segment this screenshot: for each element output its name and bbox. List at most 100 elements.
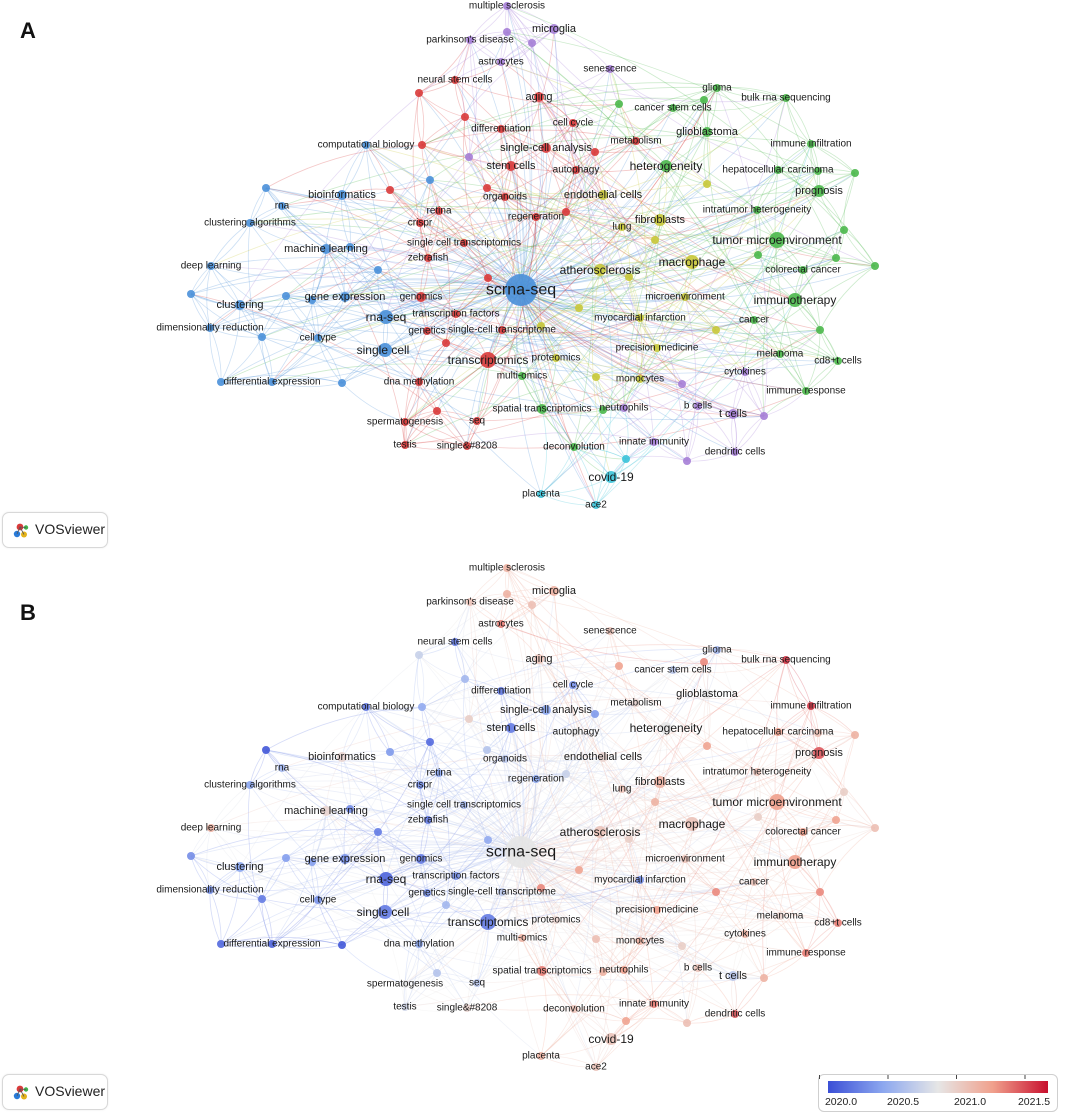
node-neural-stem-cells[interactable] <box>451 638 459 646</box>
node-unlabeled[interactable] <box>338 941 346 949</box>
node-cancer-stem-cells[interactable] <box>669 666 677 674</box>
node-rna[interactable] <box>278 764 286 772</box>
node-unlabeled[interactable] <box>187 290 195 298</box>
node-unlabeled[interactable] <box>308 858 316 866</box>
node-glioblastoma[interactable] <box>702 689 712 699</box>
node-unlabeled[interactable] <box>760 412 768 420</box>
node-unlabeled[interactable] <box>415 89 423 97</box>
node-unlabeled[interactable] <box>418 141 426 149</box>
node-unlabeled[interactable] <box>678 942 686 950</box>
node-unlabeled[interactable] <box>851 169 859 177</box>
node-unlabeled[interactable] <box>622 455 630 463</box>
node-unlabeled[interactable] <box>338 379 346 387</box>
node-transcription-factors[interactable] <box>452 872 460 880</box>
network-map-year-overlay[interactable]: scrna-seq single cell rna-seq gene expressi… <box>0 556 1065 1113</box>
node-endothelial-cells[interactable] <box>598 190 608 200</box>
node-cancer[interactable] <box>750 316 758 324</box>
node-atherosclerosis[interactable] <box>594 264 606 276</box>
node-neutrophils[interactable] <box>620 404 628 412</box>
node-clustering-algorithms[interactable] <box>246 781 254 789</box>
node-unlabeled[interactable] <box>262 746 270 754</box>
node-differential-expression[interactable] <box>268 378 276 386</box>
node-transcriptomics[interactable] <box>480 352 496 368</box>
node-cancer-stem-cells[interactable] <box>669 104 677 112</box>
node-seq[interactable] <box>473 979 481 987</box>
network-map-clusters[interactable]: scrna-seq single cell rna-seq gene expressi… <box>0 0 1065 556</box>
node-unlabeled[interactable] <box>678 380 686 388</box>
node-bulk-rna-sequencing[interactable] <box>782 94 790 102</box>
node-retina[interactable] <box>435 769 443 777</box>
node-t-cells[interactable] <box>728 971 738 981</box>
node-organoids[interactable] <box>501 193 509 201</box>
node-unlabeled[interactable] <box>262 184 270 192</box>
node-b-cells[interactable] <box>694 402 702 410</box>
node-differentiation[interactable] <box>497 687 505 695</box>
node-unlabeled[interactable] <box>308 296 316 304</box>
node-autophagy[interactable] <box>572 166 580 174</box>
node-spatial-transcriptomics[interactable] <box>537 404 547 414</box>
node-myocardial-infarction[interactable] <box>636 314 644 322</box>
node-senescence[interactable] <box>606 65 614 73</box>
node-unlabeled[interactable] <box>528 39 536 47</box>
node-unlabeled[interactable] <box>615 100 623 108</box>
node-single-cell-analysis[interactable] <box>541 705 551 715</box>
node-unlabeled[interactable] <box>754 813 762 821</box>
node-unlabeled[interactable] <box>258 333 266 341</box>
node-zebrafish[interactable] <box>424 816 432 824</box>
node-atherosclerosis[interactable] <box>594 826 606 838</box>
node-cd8-t-cells[interactable] <box>834 357 842 365</box>
node-proteomics[interactable] <box>552 354 560 362</box>
node-gene-expression[interactable] <box>340 854 350 864</box>
node-single-cell[interactable] <box>378 905 392 919</box>
node-cd8-t-cells[interactable] <box>834 919 842 927</box>
node-intratumor-heterogeneity[interactable] <box>753 768 761 776</box>
node-multiple-sclerosis[interactable] <box>503 564 511 572</box>
node-ace2[interactable] <box>592 1063 600 1071</box>
node-cytokines[interactable] <box>741 368 749 376</box>
node-colorectal-cancer[interactable] <box>799 828 807 836</box>
node-unlabeled[interactable] <box>700 96 708 104</box>
node-autophagy[interactable] <box>572 728 580 736</box>
node-unlabeled[interactable] <box>562 770 570 778</box>
node-machine-learning[interactable] <box>321 806 331 816</box>
node-unlabeled[interactable] <box>346 805 354 813</box>
node-unlabeled[interactable] <box>433 969 441 977</box>
node-immune-response[interactable] <box>802 387 810 395</box>
node-rna[interactable] <box>278 202 286 210</box>
node-single-cell-transcriptome[interactable] <box>498 326 506 334</box>
node-unlabeled[interactable] <box>592 373 600 381</box>
node-melanoma[interactable] <box>776 350 784 358</box>
node-regeneration[interactable] <box>532 775 540 783</box>
node-myocardial-infarction[interactable] <box>636 876 644 884</box>
node-immune-infiltration[interactable] <box>807 140 815 148</box>
node-bioinformatics[interactable] <box>337 190 347 200</box>
node-cell-type[interactable] <box>314 896 322 904</box>
node-precision-medicine[interactable] <box>653 906 661 914</box>
node-cancer[interactable] <box>750 878 758 886</box>
node-glioma[interactable] <box>713 646 721 654</box>
node-gene-expression[interactable] <box>340 292 350 302</box>
node-cell-type[interactable] <box>314 334 322 342</box>
node-dna-methylation[interactable] <box>415 940 423 948</box>
node-unlabeled[interactable] <box>592 935 600 943</box>
node-prognosis[interactable] <box>813 185 825 197</box>
node-unlabeled[interactable] <box>282 854 290 862</box>
node-unlabeled[interactable] <box>374 828 382 836</box>
node-single-cell-transcriptomics[interactable] <box>460 801 468 809</box>
node-unlabeled[interactable] <box>562 208 570 216</box>
node-prognosis[interactable] <box>813 747 825 759</box>
node-unlabeled[interactable] <box>442 901 450 909</box>
node-machine-learning[interactable] <box>321 244 331 254</box>
node-differentiation[interactable] <box>497 125 505 133</box>
node-single-cell-transcriptomics[interactable] <box>460 239 468 247</box>
node-glioma[interactable] <box>713 84 721 92</box>
node-unlabeled[interactable] <box>426 176 434 184</box>
node-rna-seq[interactable] <box>379 310 393 324</box>
node-single-cell[interactable] <box>378 343 392 357</box>
node-unlabeled[interactable] <box>683 1019 691 1027</box>
node-scrna-seq[interactable] <box>505 274 537 306</box>
node-unlabeled[interactable] <box>814 729 822 737</box>
node-unlabeled[interactable] <box>851 731 859 739</box>
node-dimensionality-reduction[interactable] <box>206 886 214 894</box>
node-astrocytes[interactable] <box>497 620 505 628</box>
